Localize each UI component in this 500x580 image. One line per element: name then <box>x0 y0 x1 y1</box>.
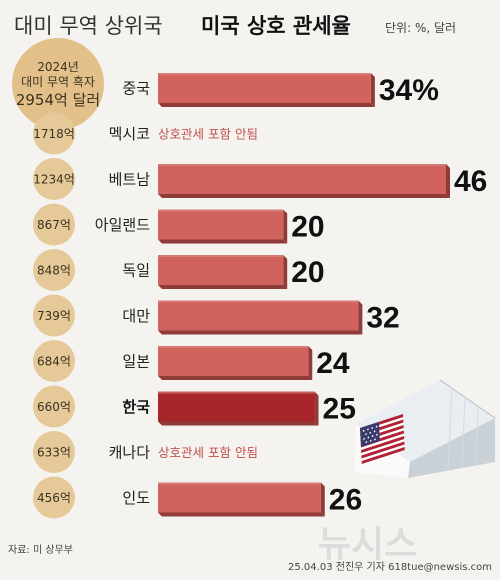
value-label: 32 <box>366 302 399 335</box>
bar-highlight-edge <box>158 346 309 348</box>
category-label: 멕시코 <box>109 125 150 143</box>
bar-side <box>314 391 319 426</box>
surplus-label: 739억 <box>37 309 71 323</box>
value-label: 26 <box>329 484 362 517</box>
bar-highlight-edge <box>158 482 321 485</box>
surplus-circle <box>33 385 75 428</box>
bar <box>158 391 315 422</box>
category-label: 일본 <box>122 353 150 371</box>
surplus-circle <box>33 340 75 382</box>
surplus-header-total: 2954억 달러 <box>16 91 100 109</box>
category-label: 인도 <box>122 489 150 507</box>
category-label: 한국 <box>122 398 150 416</box>
bar-highlight-edge <box>158 209 284 212</box>
bar-shadow <box>158 103 375 107</box>
bar-row: 1234억 베트남 46 <box>33 158 487 200</box>
watermark: 뉴시스 <box>318 524 417 565</box>
credit-label: 25.04.03 전진우 기자 618tue@newsis.com <box>288 561 492 573</box>
bar <box>158 346 309 376</box>
bar <box>158 482 321 513</box>
bar-row: 1718억 멕시코 상호관세 포함 안됨 <box>33 112 258 155</box>
bar-row: 684억 일본 24 <box>33 340 350 382</box>
surplus-label: 1718억 <box>33 127 75 141</box>
chart-title-light: 대미 무역 상위국 <box>14 14 163 38</box>
bar-row: 867억 아일랜드 20 <box>33 203 325 246</box>
surplus-label: 867억 <box>37 218 71 232</box>
bar-highlight-edge <box>158 164 446 166</box>
bar-row: 중국 34% <box>122 73 439 107</box>
bar-shadow <box>158 421 319 426</box>
bar-shadow <box>158 512 325 517</box>
bar <box>158 300 359 331</box>
surplus-label: 1234억 <box>33 173 75 187</box>
bar-row: 633억 캐나다 상호관세 포함 안됨 <box>33 431 258 473</box>
source-label: 자료: 미 상무부 <box>8 544 73 556</box>
bar-side <box>283 209 288 244</box>
bar-row: 848억 독일 20 <box>33 249 325 291</box>
surplus-circle <box>33 112 75 155</box>
value-label: 24 <box>316 347 350 380</box>
bar-row: 739억 대만 32 <box>33 294 400 337</box>
value-label: 25 <box>323 393 356 426</box>
unit-label: 단위: %, 달러 <box>385 21 456 35</box>
bar <box>158 164 446 194</box>
surplus-header-circle <box>12 38 104 130</box>
bar-highlight-edge <box>158 391 315 394</box>
not-included-note: 상호관세 포함 안됨 <box>158 127 258 142</box>
category-label: 대만 <box>122 307 150 325</box>
bar-shadow <box>158 239 288 244</box>
not-included-note: 상호관세 포함 안됨 <box>158 445 258 460</box>
surplus-circle <box>33 249 75 291</box>
surplus-label: 456억 <box>37 491 71 505</box>
surplus-circle <box>33 294 75 337</box>
bar <box>158 255 284 285</box>
bar-row: 660억 한국 25 <box>33 385 356 428</box>
value-label: 46 <box>454 165 487 198</box>
bar-shadow <box>158 376 313 380</box>
category-label: 베트남 <box>109 171 151 189</box>
bar-side <box>320 482 325 517</box>
category-label: 아일랜드 <box>95 216 150 234</box>
surplus-circle <box>33 476 75 519</box>
bar-side <box>308 346 313 380</box>
bar <box>158 209 284 240</box>
value-label: 20 <box>291 211 324 244</box>
bar-row: 456억 인도 26 <box>33 476 362 519</box>
bar-side <box>283 255 288 289</box>
bar-highlight-edge <box>158 300 359 303</box>
surplus-circle <box>33 431 75 473</box>
surplus-label: 660억 <box>37 400 71 414</box>
bar <box>158 73 371 103</box>
category-label: 독일 <box>122 262 150 280</box>
surplus-header-desc: 대미 무역 흑자 <box>21 75 95 89</box>
surplus-label: 633억 <box>37 446 71 460</box>
surplus-circle <box>33 203 75 246</box>
bar-highlight-edge <box>158 73 371 75</box>
value-label: 34% <box>379 74 439 107</box>
category-label: 캐나다 <box>109 444 151 462</box>
bar-side <box>446 164 450 198</box>
surplus-label: 684억 <box>37 355 71 369</box>
bar-shadow <box>158 330 363 335</box>
surplus-circle <box>33 158 75 200</box>
value-label: 20 <box>291 256 324 289</box>
bar-shadow <box>158 285 288 289</box>
surplus-header-year: 2024년 <box>37 60 79 74</box>
bar-highlight-edge <box>158 255 284 257</box>
bar-shadow <box>158 194 450 198</box>
bar-side <box>358 300 363 335</box>
category-label: 중국 <box>122 80 150 98</box>
surplus-label: 848억 <box>37 264 71 278</box>
us-flag-box-illustration <box>355 379 496 478</box>
bar-side <box>370 73 375 107</box>
chart-title-bold: 미국 상호 관세율 <box>201 14 351 38</box>
